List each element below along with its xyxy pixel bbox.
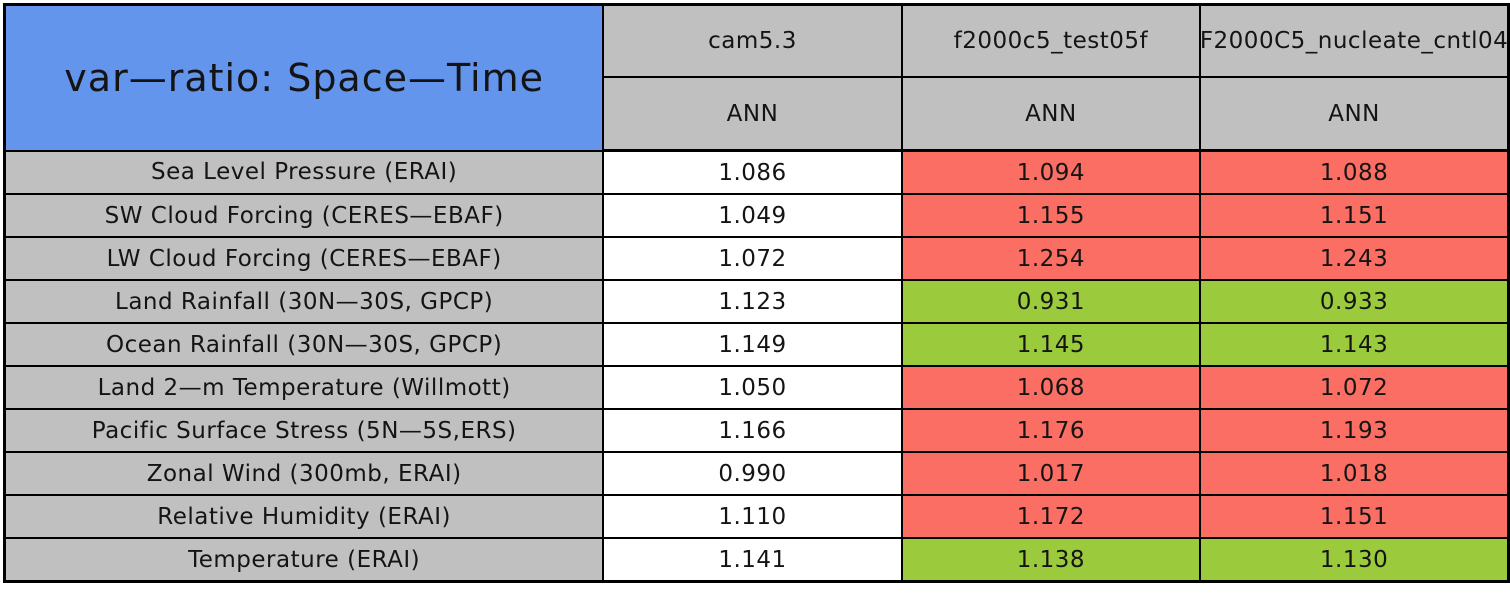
value-cell: 1.151 bbox=[1199, 494, 1510, 539]
value-cell: 1.123 bbox=[602, 279, 903, 324]
value-cell: 0.990 bbox=[602, 451, 903, 496]
var-ratio-table: var—ratio: Space—Time cam5.3 f2000c5_tes… bbox=[3, 3, 1510, 583]
value-cell: 1.145 bbox=[900, 322, 1202, 367]
value-cell: 1.086 bbox=[602, 149, 903, 195]
value-cell: 1.243 bbox=[1199, 236, 1510, 281]
value-cell: 1.172 bbox=[900, 494, 1202, 539]
column-header-model-3: F2000C5_nucleate_cntl04 bbox=[1199, 3, 1510, 78]
value-cell: 1.017 bbox=[900, 451, 1202, 496]
row-label: LW Cloud Forcing (CERES—EBAF) bbox=[3, 236, 605, 281]
column-header-season-3: ANN bbox=[1199, 76, 1510, 152]
table-row: Zonal Wind (300mb, ERAI) 0.990 1.017 1.018 bbox=[3, 451, 1510, 496]
value-cell: 1.072 bbox=[1199, 365, 1510, 410]
value-cell: 1.254 bbox=[900, 236, 1202, 281]
value-cell: 1.094 bbox=[900, 149, 1202, 195]
table-row: Ocean Rainfall (30N—30S, GPCP) 1.149 1.145… bbox=[3, 322, 1510, 367]
diagnostics-table-page: var—ratio: Space—Time cam5.3 f2000c5_tes… bbox=[3, 3, 1510, 583]
value-cell: 1.088 bbox=[1199, 149, 1510, 195]
table-row: SW Cloud Forcing (CERES—EBAF) 1.049 1.155 1… bbox=[3, 193, 1510, 238]
value-cell: 1.018 bbox=[1199, 451, 1510, 496]
model-header-row: var—ratio: Space—Time cam5.3 f2000c5_tes… bbox=[3, 3, 1510, 152]
row-label: Land Rainfall (30N—30S, GPCP) bbox=[3, 279, 605, 324]
value-cell: 0.933 bbox=[1199, 279, 1510, 324]
model-name-3: F2000C5_nucleate_cntl04 bbox=[1199, 28, 1509, 54]
value-cell: 0.931 bbox=[900, 279, 1202, 324]
row-label: Ocean Rainfall (30N—30S, GPCP) bbox=[3, 322, 605, 367]
season-header-row: ANN ANN ANN bbox=[5, 76, 1510, 152]
table-row: Land 2—m Temperature (Willmott) 1.050 1.06… bbox=[3, 365, 1510, 410]
row-label: Relative Humidity (ERAI) bbox=[3, 494, 605, 539]
value-cell: 1.068 bbox=[900, 365, 1202, 410]
row-label: Zonal Wind (300mb, ERAI) bbox=[3, 451, 605, 496]
value-cell: 1.130 bbox=[1199, 537, 1510, 583]
row-label: SW Cloud Forcing (CERES—EBAF) bbox=[3, 193, 605, 238]
value-cell: 1.166 bbox=[602, 408, 903, 453]
table-row: Pacific Surface Stress (5N—5S,ERS) 1.166 1… bbox=[3, 408, 1510, 453]
table-row: LW Cloud Forcing (CERES—EBAF) 1.072 1.254 1… bbox=[3, 236, 1510, 281]
table-row: Temperature (ERAI) 1.141 1.138 1.130 bbox=[3, 537, 1510, 583]
value-cell: 1.141 bbox=[602, 537, 903, 583]
value-cell: 1.049 bbox=[602, 193, 903, 238]
table-body: Sea Level Pressure (ERAI) 1.086 1.094 1.088… bbox=[3, 149, 1510, 583]
table-row: Sea Level Pressure (ERAI) 1.086 1.094 1.088 bbox=[3, 149, 1510, 195]
row-label: Temperature (ERAI) bbox=[3, 537, 605, 583]
column-header-season-1: ANN bbox=[602, 76, 903, 152]
value-cell: 1.050 bbox=[602, 365, 903, 410]
column-header-model-1: cam5.3 bbox=[602, 3, 903, 78]
row-label: Pacific Surface Stress (5N—5S,ERS) bbox=[3, 408, 605, 453]
table-title: var—ratio: Space—Time bbox=[3, 3, 605, 152]
model-name-2: f2000c5_test05f bbox=[953, 28, 1149, 54]
row-label: Land 2—m Temperature (Willmott) bbox=[3, 365, 605, 410]
value-cell: 1.176 bbox=[900, 408, 1202, 453]
table-row: Relative Humidity (ERAI) 1.110 1.172 1.151 bbox=[3, 494, 1510, 539]
column-header-model-2: f2000c5_test05f bbox=[900, 3, 1202, 78]
value-cell: 1.072 bbox=[602, 236, 903, 281]
value-cell: 1.110 bbox=[602, 494, 903, 539]
value-cell: 1.193 bbox=[1199, 408, 1510, 453]
column-header-season-2: ANN bbox=[900, 76, 1202, 152]
value-cell: 1.138 bbox=[900, 537, 1202, 583]
row-label: Sea Level Pressure (ERAI) bbox=[3, 149, 605, 195]
model-name-1: cam5.3 bbox=[708, 28, 797, 54]
table-row: Land Rainfall (30N—30S, GPCP) 1.123 0.931 0… bbox=[3, 279, 1510, 324]
table-title-text: var—ratio: Space—Time bbox=[64, 55, 544, 100]
value-cell: 1.155 bbox=[900, 193, 1202, 238]
value-cell: 1.143 bbox=[1199, 322, 1510, 367]
value-cell: 1.151 bbox=[1199, 193, 1510, 238]
value-cell: 1.149 bbox=[602, 322, 903, 367]
